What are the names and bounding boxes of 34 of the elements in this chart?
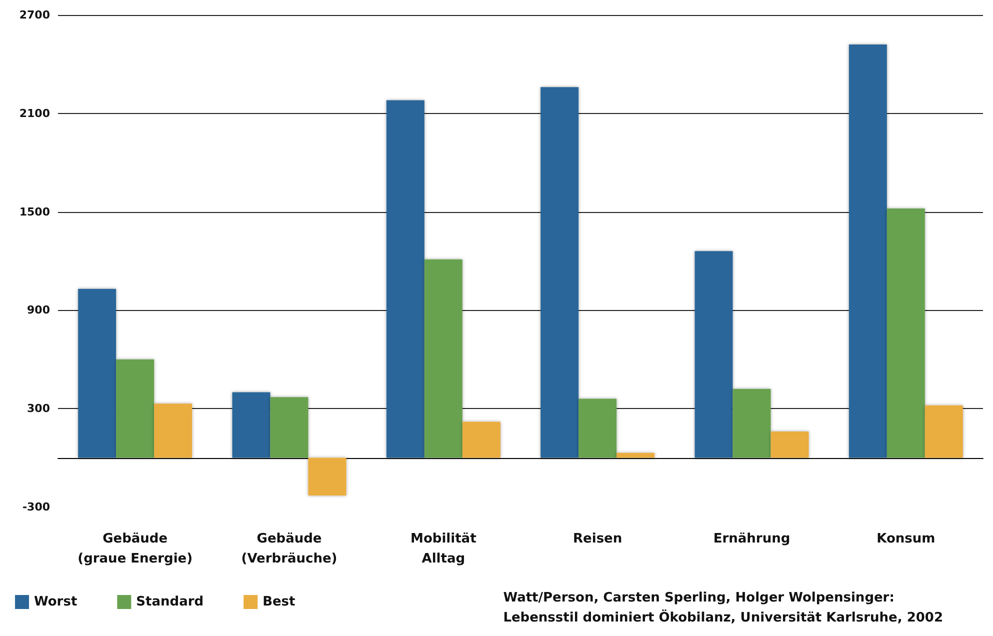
bar (424, 259, 462, 458)
bar (462, 422, 500, 458)
y-tick-label: 1500 (19, 205, 50, 218)
bar (732, 388, 771, 458)
bar (308, 458, 346, 496)
bar (232, 392, 270, 458)
bar (848, 44, 887, 458)
bar (540, 87, 579, 458)
x-tick-label: Reisen (573, 532, 622, 546)
x-tick-label: Ernährung (713, 532, 790, 546)
x-tick-label: Gebäude (Verbräuche) (241, 532, 338, 566)
y-tick-label: 2700 (19, 8, 50, 22)
bar (78, 288, 116, 458)
bar (924, 405, 963, 458)
text: Watt/Person, Carsten Sperling, Holger Wolpensinger: Lebensstil dominiert Ökobilanz, Universität Karlsruhe, 2002 (503, 590, 944, 626)
x-tick-label: Gebäude (graue Energie) (78, 532, 193, 566)
legend-label: Standard (136, 594, 204, 610)
bar (386, 100, 424, 458)
legend-label: Worst (34, 594, 78, 610)
bar (116, 359, 154, 458)
x-tick-label: Mobilität Alltag (410, 532, 476, 566)
bar (616, 452, 655, 458)
bar (578, 398, 617, 458)
y-tick-label: -300 (22, 500, 50, 514)
bar (770, 432, 809, 458)
y-tick-label: 300 (27, 402, 50, 416)
bar (694, 251, 733, 458)
bar (886, 208, 925, 458)
y-tick-label: 2100 (19, 106, 50, 120)
x-tick-label: Konsum (876, 532, 936, 546)
y-tick-label: 900 (27, 304, 50, 317)
bar (270, 397, 308, 458)
legend-label: Best (262, 594, 296, 610)
bar (154, 404, 192, 458)
